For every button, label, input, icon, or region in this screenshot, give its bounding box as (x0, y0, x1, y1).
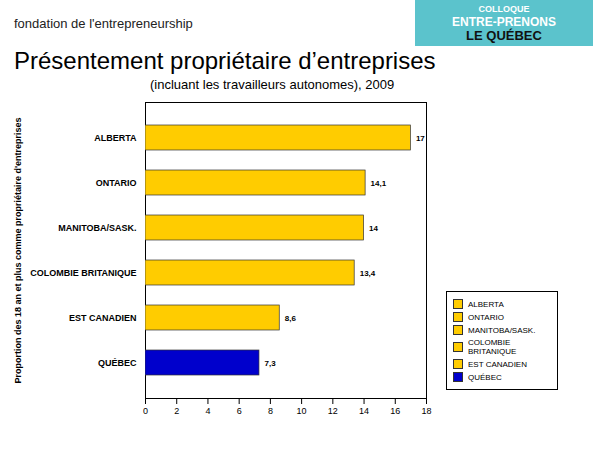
html-text:fondation de l'entrepreneurshi: fondation de l'entrepreneurship (14, 15, 193, 31)
svg-text:QUÉBEC: QUÉBEC (98, 358, 137, 368)
html-text:ALBERTA: ALBERTA (468, 299, 504, 309)
html-text:COLLOQUE: COLLOQUE (478, 4, 530, 14)
svg-text:8: 8 (268, 406, 273, 416)
svg-text:Proportion des 18 an et plus c: Proportion des 18 an et plus comme propr… (13, 117, 23, 383)
svg-text:10: 10 (297, 406, 307, 416)
svg-text:16: 16 (390, 406, 400, 416)
svg-text:14,1: 14,1 (371, 179, 387, 188)
svg-text:EST CANADIEN: EST CANADIEN (69, 313, 137, 323)
svg-text:12: 12 (328, 406, 338, 416)
svg-text:7,3: 7,3 (264, 359, 276, 368)
svg-text:13,4: 13,4 (360, 269, 376, 278)
html-text:ENTRE-PRENONS: ENTRE-PRENONS (452, 15, 556, 29)
svg-text:14: 14 (359, 406, 369, 416)
html-text:LE QUÉBEC: LE QUÉBEC (466, 28, 542, 43)
svg-text:4: 4 (205, 406, 210, 416)
svg-text:COLOMBIE BRITANIQUE: COLOMBIE BRITANIQUE (30, 268, 136, 278)
svg-text:0: 0 (143, 406, 148, 416)
svg-text:ONTARIO: ONTARIO (96, 178, 137, 188)
svg-text:ALBERTA: ALBERTA (94, 133, 137, 143)
html-text:(incluant les travailleurs aut: (incluant les travailleurs autonomes), 2… (150, 77, 395, 92)
svg-text:14: 14 (369, 224, 378, 233)
html-text:COLOMBIE BRITANIQUE: COLOMBIE BRITANIQUE (468, 338, 517, 356)
html-text:EST CANADIEN: EST CANADIEN (468, 359, 527, 369)
html-text:MANITOBA/SASK.: MANITOBA/SASK. (468, 325, 536, 335)
html-text:QUÉBEC: QUÉBEC (468, 372, 502, 382)
svg-text:18: 18 (421, 406, 431, 416)
html-text:ONTARIO: ONTARIO (468, 312, 504, 322)
svg-text:6: 6 (237, 406, 242, 416)
svg-text:2: 2 (174, 406, 179, 416)
svg-text:8,6: 8,6 (285, 314, 297, 323)
svg-text:MANITOBA/SASK.: MANITOBA/SASK. (58, 223, 136, 233)
html-text:Présentement propriétaire d’en: Présentement propriétaire d’entreprises (14, 47, 436, 74)
svg-text:17: 17 (416, 134, 425, 143)
